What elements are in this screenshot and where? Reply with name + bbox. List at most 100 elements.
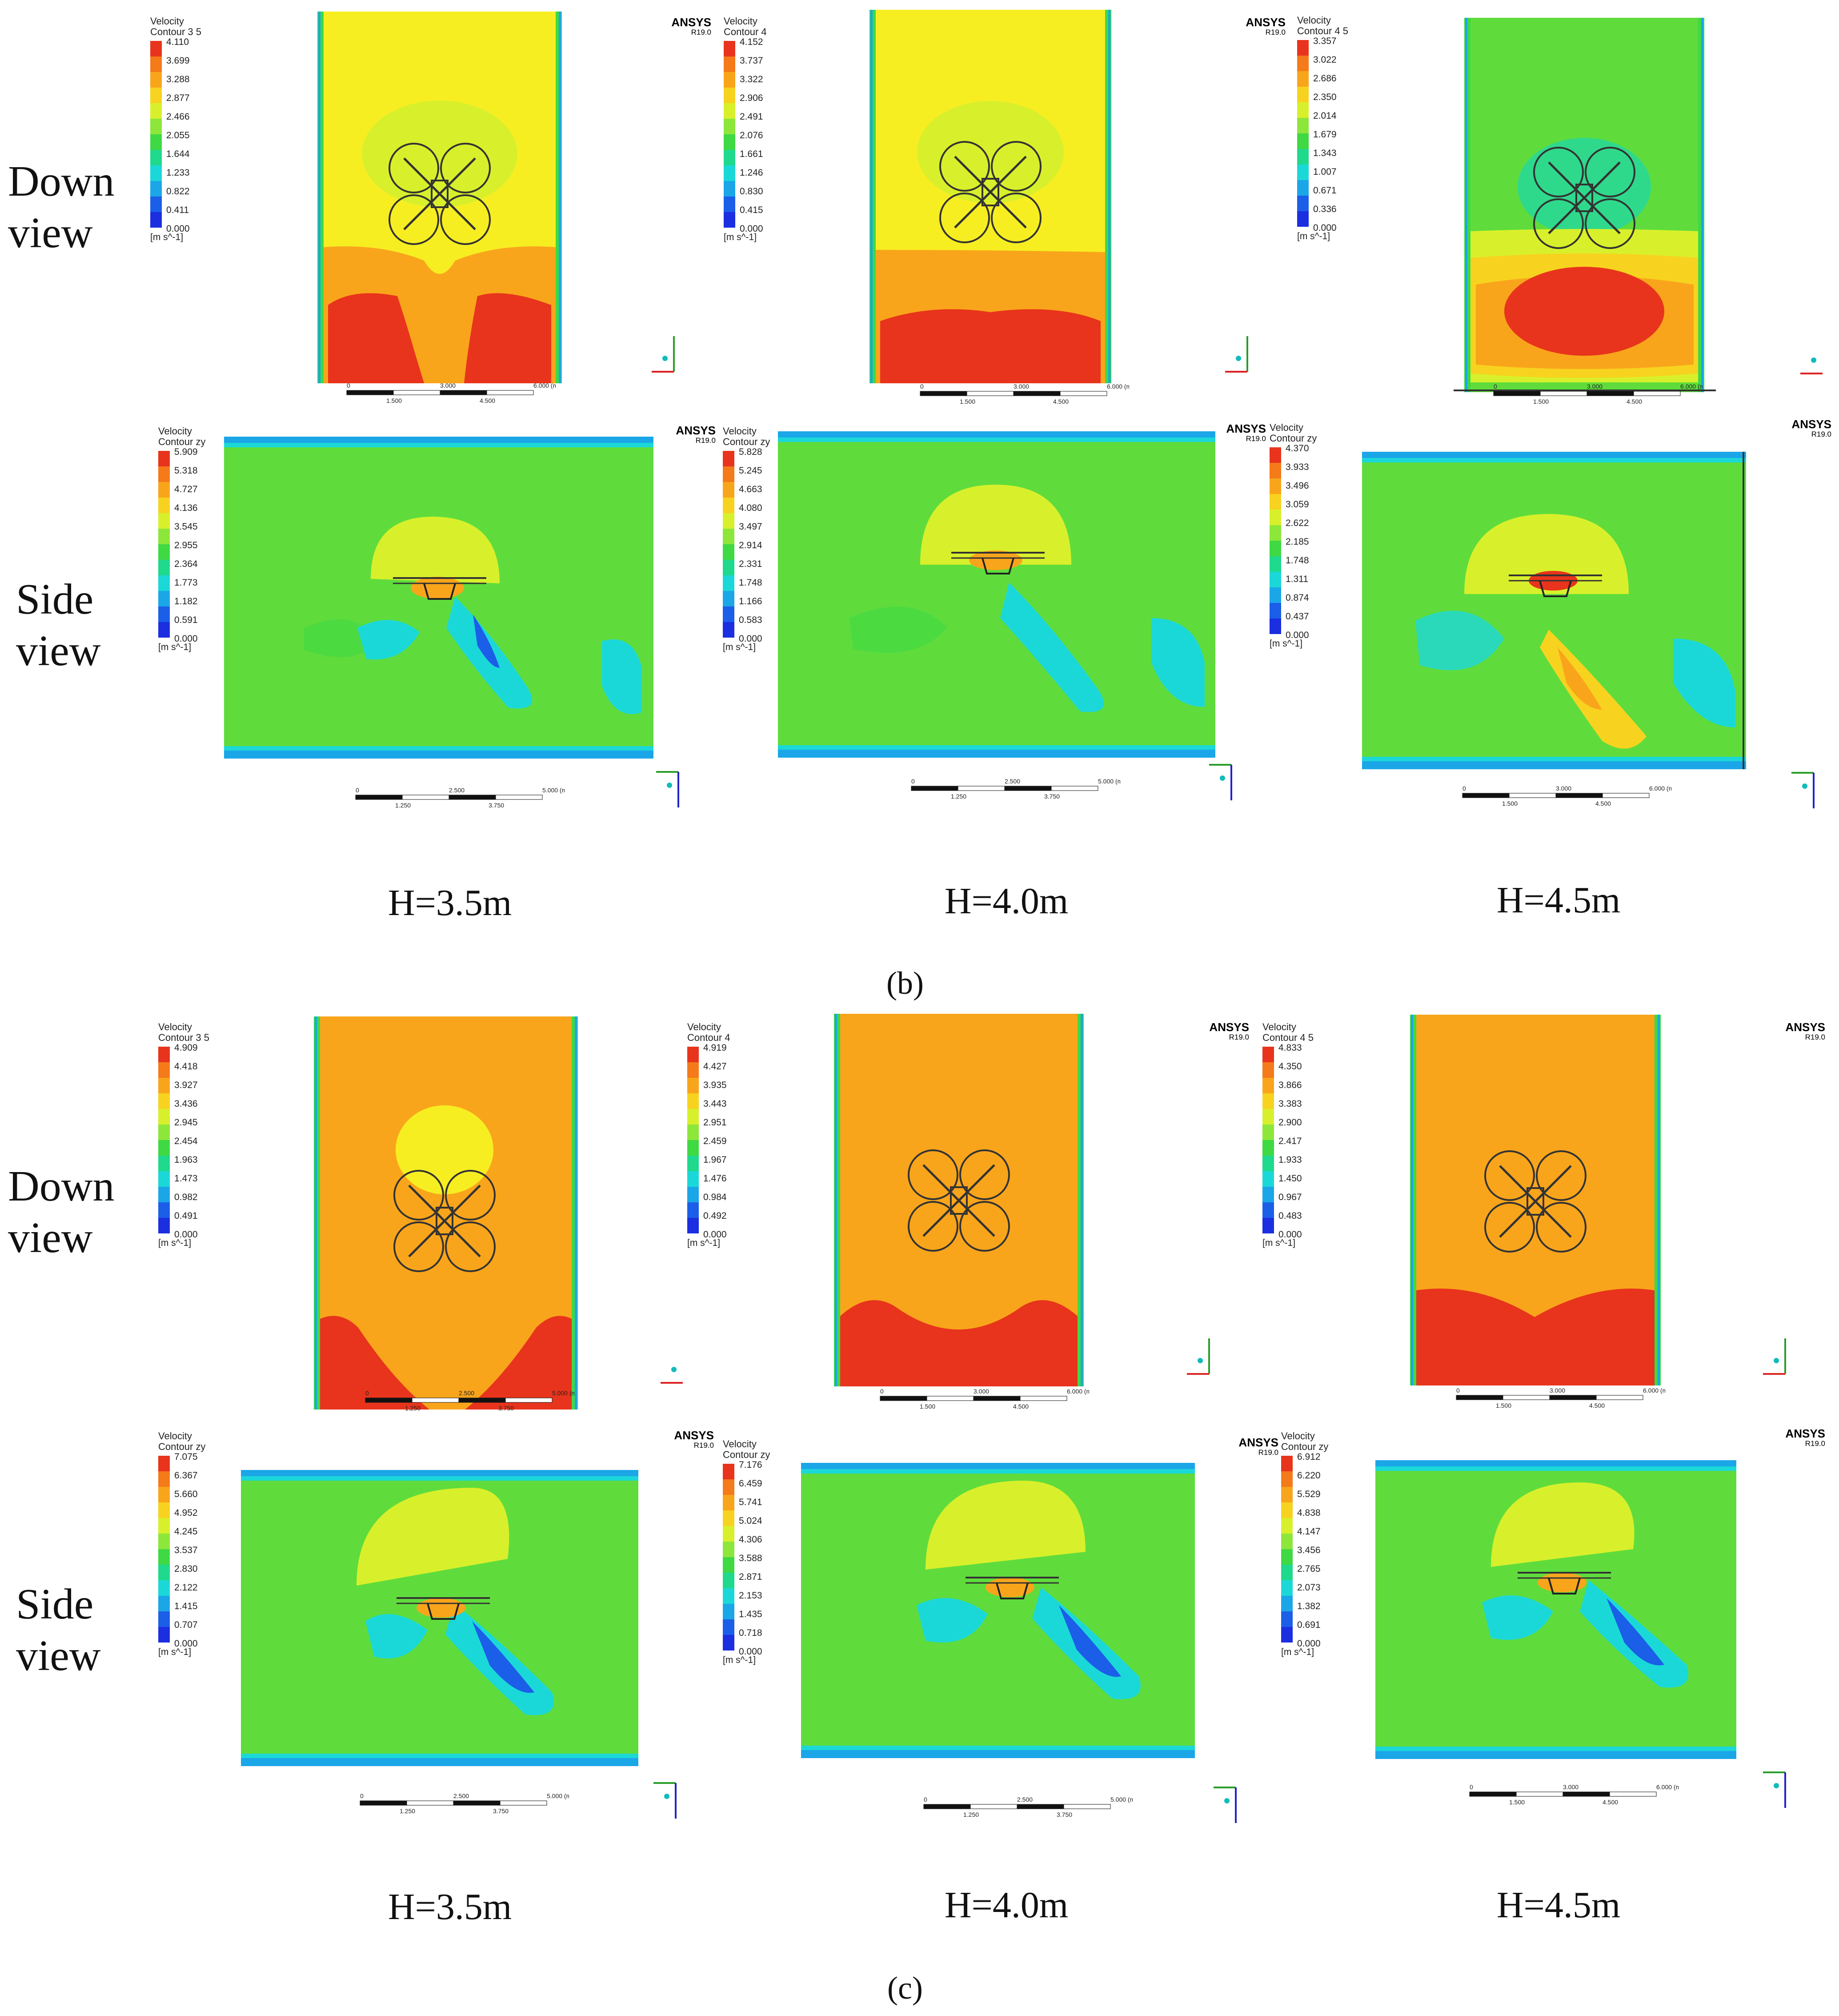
legend-unit: [m s^-1] <box>1262 1238 1296 1248</box>
scale-bar-segment <box>911 786 958 791</box>
scale-bar-segment <box>355 795 403 800</box>
legend-unit: [m s^-1] <box>150 232 184 242</box>
legend-tick-label: 3.737 <box>740 56 763 66</box>
scale-bar: 0 3.000 6.000 (m) 1.500 4.500 <box>1465 1782 1683 1811</box>
ansys-logo: ANSYS R19.0 <box>674 1429 714 1450</box>
scale-bar-label: 4.500 <box>1595 800 1611 807</box>
scale-bar-segment <box>486 390 534 395</box>
legend-tick-label: 4.663 <box>739 484 762 494</box>
legend-tick-label: 0.691 <box>1297 1620 1321 1630</box>
side-view-c-40 <box>801 1463 1195 1758</box>
side-view-b-35 <box>224 437 653 759</box>
legend-tick-label: 0.718 <box>739 1628 762 1638</box>
legend-title: Velocity Contour zy <box>723 1439 770 1460</box>
legend-tick-label: 3.436 <box>174 1099 198 1109</box>
scale-bar-label: 4.500 <box>1053 398 1069 405</box>
legend-color-bar <box>158 1456 170 1643</box>
down-view-b-35 <box>317 12 562 383</box>
legend-title-line: Contour 3 5 <box>158 1032 209 1043</box>
scale-bar-label: 6.000 (m) <box>1649 785 1671 792</box>
row-label-view-word: view <box>16 627 101 675</box>
down-view-c-35 <box>314 1016 578 1410</box>
scale-bar-label: 4.500 <box>480 397 495 404</box>
legend-tick-label: 2.900 <box>1278 1117 1302 1128</box>
legend-tick-label: 4.080 <box>739 503 762 513</box>
scale-bar-label: 6.000 (m) <box>1643 1387 1665 1394</box>
legend-tick-label: 6.367 <box>174 1470 198 1481</box>
scale-bar-segment <box>393 390 441 395</box>
legend-tick-label: 4.952 <box>174 1508 198 1518</box>
legend-tick-label: 3.699 <box>166 56 190 66</box>
scale-bar-label: 3.750 <box>1044 793 1060 800</box>
legend-title-line: Velocity <box>150 16 184 27</box>
legend-tick-label: 0.830 <box>740 186 763 197</box>
legend-tick-label: 2.331 <box>739 559 762 569</box>
scale-bar-segment <box>1509 793 1556 798</box>
scale-bar-segment <box>973 1396 1021 1401</box>
legend-b-side-40: Velocity Contour zy 5.828 5.245 4.663 4.080 3.… <box>723 426 825 675</box>
legend-tick-label: 3.357 <box>1313 36 1337 46</box>
legend-tick-label: 0.982 <box>174 1192 198 1202</box>
subfigure-label-b: (b) <box>886 965 924 1001</box>
scale-bar: 0 2.500 5.000 (m) 1.250 3.750 <box>919 1795 1137 1823</box>
legend-tick-label: 1.644 <box>166 149 190 159</box>
scale-bar-segment <box>1587 391 1634 396</box>
legend-tick-label: 1.933 <box>1278 1155 1302 1165</box>
legend-tick-label: 1.450 <box>1278 1173 1302 1184</box>
legend-tick-label: 2.417 <box>1278 1136 1302 1146</box>
scale-bar-segment <box>1609 1791 1657 1797</box>
scale-bar-segment <box>1549 1395 1597 1400</box>
legend-tick-label: 3.383 <box>1278 1099 1302 1109</box>
legend-tick-label: 0.492 <box>703 1211 727 1221</box>
scale-bar-label: 0 <box>1494 383 1497 390</box>
scale-bar-label: 2.500 <box>449 787 465 794</box>
legend-tick-label: 5.660 <box>174 1489 198 1499</box>
legend-tick-label: 2.765 <box>1297 1564 1321 1574</box>
row-label-down-c: Down view <box>8 1161 115 1264</box>
legend-tick-label: 4.370 <box>1286 443 1309 454</box>
legend-tick-label: 2.364 <box>174 559 198 569</box>
legend-tick-label: 1.435 <box>739 1609 762 1619</box>
legend-title-line: Contour 4 5 <box>1297 25 1348 36</box>
legend-tick-label: 4.245 <box>174 1526 198 1537</box>
legend-title: Velocity Contour 3 5 <box>150 16 201 37</box>
down-view-c-40 <box>834 1014 1084 1386</box>
scale-bar-label: 1.500 <box>1496 1402 1511 1409</box>
legend-unit: [m s^-1] <box>1281 1647 1314 1657</box>
legend-tick-label: 1.679 <box>1313 129 1337 140</box>
scale-bar-graphic: 0 3.000 6.000 (m) 1.500 4.500 <box>1469 1783 1683 1806</box>
side-view-c-45 <box>1375 1460 1736 1759</box>
scale-bar-label: 0 <box>360 1792 364 1799</box>
legend-tick-label: 1.773 <box>174 578 198 588</box>
scale-bar-label: 1.250 <box>963 1811 979 1818</box>
side-view-b-45 <box>1362 452 1746 769</box>
legend-tick-label: 3.866 <box>1278 1080 1302 1090</box>
scale-bar-label: 1.250 <box>405 1405 421 1412</box>
scale-bar-label: 3.750 <box>498 1405 514 1412</box>
ansys-logo: ANSYS R19.0 <box>1785 1020 1825 1041</box>
ansys-logo: ANSYS R19.0 <box>1226 422 1266 443</box>
scale-bar-label: 5.000 (m) <box>1098 778 1120 785</box>
legend-title: Velocity Contour zy <box>723 426 770 447</box>
legend-title-line: Contour 4 5 <box>1262 1032 1314 1043</box>
legend-color-bar <box>1262 1047 1274 1233</box>
legend-tick-label: 0.000 <box>703 1229 727 1240</box>
scale-bar: 0 2.500 5.000 (m) 1.250 3.750 <box>907 776 1125 805</box>
scale-bar-label: 1.500 <box>920 1403 935 1410</box>
scale-bar-label: 3.000 <box>1587 383 1603 390</box>
scale-bar-segment <box>346 390 394 395</box>
legend-tick-label: 2.055 <box>166 130 190 141</box>
scale-bar-label: 2.500 <box>1017 1796 1033 1803</box>
scale-bar-label: 0 <box>924 1796 927 1803</box>
legend-title: Velocity Contour zy <box>158 1431 205 1452</box>
scale-bar-segment <box>970 1804 1018 1809</box>
legend-tick-label: 1.415 <box>174 1601 198 1611</box>
legend-b-down-35: Velocity Contour 3 5 4.110 3.699 3.288 2.877 2… <box>150 16 252 265</box>
axis-triad-icon <box>652 336 675 373</box>
legend-tick-label: 0.822 <box>166 186 190 197</box>
legend-tick-label: 5.741 <box>739 1497 762 1507</box>
axis-triad-icon <box>1214 1787 1237 1823</box>
legend-tick-label: 5.245 <box>739 466 762 476</box>
scale-bar-segment <box>453 1800 501 1806</box>
legend-tick-label: 2.877 <box>166 93 190 103</box>
